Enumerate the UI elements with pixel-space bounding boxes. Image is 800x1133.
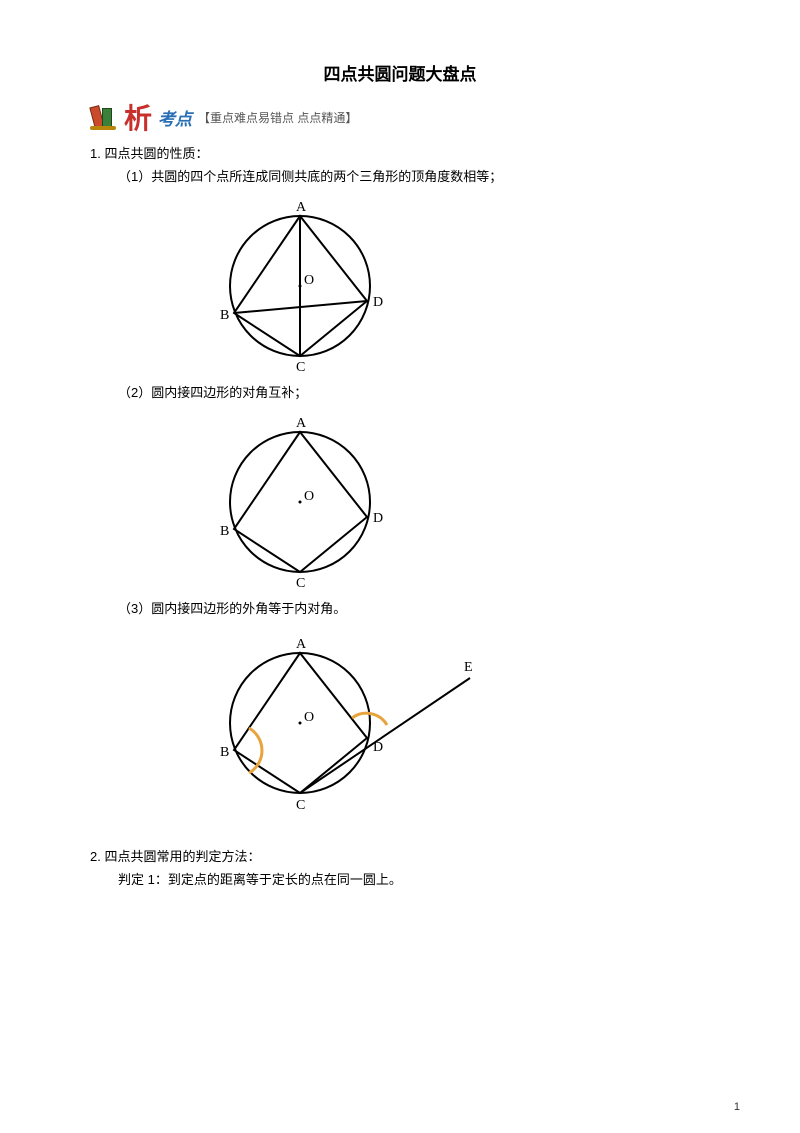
section-1: 1. 四点共圆的性质： <box>90 143 710 162</box>
kaodian-text: 考点 <box>158 105 192 130</box>
svg-text:O: O <box>304 710 314 725</box>
svg-text:C: C <box>296 360 305 375</box>
diagram-3-svg: A B C D E O <box>200 623 500 818</box>
svg-text:D: D <box>373 295 383 310</box>
svg-text:C: C <box>296 798 305 813</box>
section-2-num: 2. <box>90 849 101 864</box>
point-2: （2）圆内接四边形的对角互补； <box>118 382 710 401</box>
diagram-1: A B C D O <box>200 191 710 376</box>
svg-text:A: A <box>296 416 307 431</box>
section-2-heading: 四点共圆常用的判定方法： <box>104 849 260 864</box>
books-icon <box>90 104 118 130</box>
svg-text:O: O <box>304 273 314 288</box>
svg-text:B: B <box>220 308 229 323</box>
svg-text:A: A <box>296 637 307 652</box>
section-header: 析 考点 【重点难点易错点 点点精通】 <box>90 97 710 137</box>
diagram-2-svg: A B C D O <box>200 407 400 592</box>
svg-text:O: O <box>304 489 314 504</box>
method-1: 判定 1：到定点的距离等于定长的点在同一圆上。 <box>118 869 710 888</box>
diagram-2: A B C D O <box>200 407 710 592</box>
section-1-heading: 四点共圆的性质： <box>104 146 208 161</box>
page-title: 四点共圆问题大盘点 <box>90 60 710 85</box>
svg-text:D: D <box>373 511 383 526</box>
svg-text:A: A <box>296 200 307 215</box>
page-number: 1 <box>734 1101 740 1113</box>
section-1-num: 1. <box>90 146 101 161</box>
point-1: （1）共圆的四个点所连成同侧共底的两个三角形的顶角度数相等； <box>118 166 710 185</box>
diagram-3: A B C D E O <box>200 623 710 818</box>
section-2: 2. 四点共圆常用的判定方法： <box>90 846 710 865</box>
page-content: 四点共圆问题大盘点 析 考点 【重点难点易错点 点点精通】 1. 四点共圆的性质… <box>0 0 800 918</box>
diagram-1-svg: A B C D O <box>200 191 400 376</box>
svg-text:B: B <box>220 745 229 760</box>
svg-text:B: B <box>220 524 229 539</box>
svg-text:D: D <box>373 740 383 755</box>
header-subtitle: 【重点难点易错点 点点精通】 <box>198 109 357 126</box>
svg-text:C: C <box>296 576 305 591</box>
point-3: （3）圆内接四边形的外角等于内对角。 <box>118 598 710 617</box>
xi-char: 析 <box>124 97 152 137</box>
svg-text:E: E <box>464 660 473 675</box>
